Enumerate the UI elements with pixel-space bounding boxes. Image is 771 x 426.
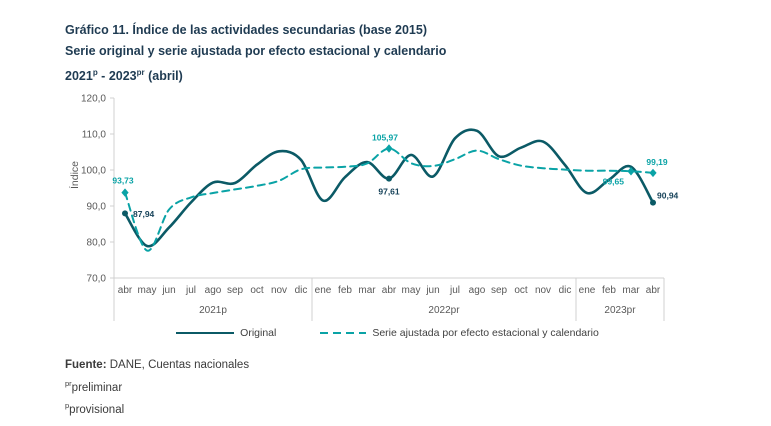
svg-text:80,0: 80,0 xyxy=(87,238,107,249)
svg-text:ago: ago xyxy=(469,285,486,296)
legend-label-adjusted: Serie ajustada por efecto estacional y c… xyxy=(372,327,599,339)
svg-text:sep: sep xyxy=(227,285,244,296)
svg-text:mar: mar xyxy=(358,285,376,296)
svg-text:93,73: 93,73 xyxy=(112,176,134,186)
legend-item-adjusted: Serie ajustada por efecto estacional y c… xyxy=(320,327,599,339)
svg-text:100,0: 100,0 xyxy=(81,166,106,177)
svg-text:nov: nov xyxy=(271,285,287,296)
svg-text:sep: sep xyxy=(491,285,508,296)
svg-text:may: may xyxy=(402,285,421,296)
svg-text:nov: nov xyxy=(535,285,551,296)
svg-text:dic: dic xyxy=(295,285,308,296)
svg-text:120,0: 120,0 xyxy=(81,94,106,105)
svg-text:90,0: 90,0 xyxy=(87,202,107,213)
svg-text:90,94: 90,94 xyxy=(657,191,679,201)
svg-text:87,94: 87,94 xyxy=(133,209,155,219)
svg-text:jul: jul xyxy=(449,285,460,296)
chart-title-line1: Gráfico 11. Índice de las actividades se… xyxy=(65,23,427,37)
svg-text:ene: ene xyxy=(579,285,596,296)
svg-text:99,19: 99,19 xyxy=(646,157,668,167)
svg-text:ago: ago xyxy=(205,285,222,296)
chart-title-line2: Serie original y serie ajustada por efec… xyxy=(65,44,447,58)
legend-label-original: Original xyxy=(240,327,277,339)
svg-text:jul: jul xyxy=(185,285,196,296)
footnote-provisional: pprovisional xyxy=(65,400,125,416)
chart-footer: Fuente: DANE, Cuentas nacionales prpreli… xyxy=(65,357,249,419)
svg-text:97,61: 97,61 xyxy=(378,187,400,197)
svg-text:99,65: 99,65 xyxy=(603,176,625,186)
svg-text:feb: feb xyxy=(602,285,616,296)
svg-text:mar: mar xyxy=(622,285,640,296)
svg-text:oct: oct xyxy=(514,285,528,296)
chart-title: Gráfico 11. Índice de las actividades se… xyxy=(65,20,446,87)
svg-text:2022pr: 2022pr xyxy=(428,305,460,316)
svg-text:jun: jun xyxy=(425,285,439,296)
svg-text:dic: dic xyxy=(559,285,572,296)
svg-text:2021p: 2021p xyxy=(199,305,227,316)
chart-legend: Original Serie ajustada por efecto estac… xyxy=(115,327,660,339)
legend-item-original: Original xyxy=(176,327,276,339)
chart: 70,0 80,0 90,0 100,0 110,0 120,0 abr may jun jul a… xyxy=(58,86,718,336)
svg-text:105,97: 105,97 xyxy=(372,133,398,143)
footnote-preliminar: prpreliminar xyxy=(65,378,123,394)
svg-text:70,0: 70,0 xyxy=(87,274,107,285)
svg-text:2023pr: 2023pr xyxy=(604,305,636,316)
dashed-line-swatch-icon xyxy=(320,331,367,335)
svg-text:abr: abr xyxy=(646,285,661,296)
svg-text:ene: ene xyxy=(315,285,332,296)
svg-text:jun: jun xyxy=(161,285,175,296)
source-line: Fuente: DANE, Cuentas nacionales xyxy=(65,359,250,371)
solid-line-swatch-icon xyxy=(176,331,235,335)
svg-text:abr: abr xyxy=(382,285,397,296)
svg-text:110,0: 110,0 xyxy=(82,130,107,141)
svg-text:feb: feb xyxy=(338,285,352,296)
svg-text:abr: abr xyxy=(118,285,133,296)
chart-title-line3: 2021p - 2023pr (abril) xyxy=(65,68,183,84)
svg-text:oct: oct xyxy=(250,285,264,296)
svg-text:may: may xyxy=(138,285,157,296)
